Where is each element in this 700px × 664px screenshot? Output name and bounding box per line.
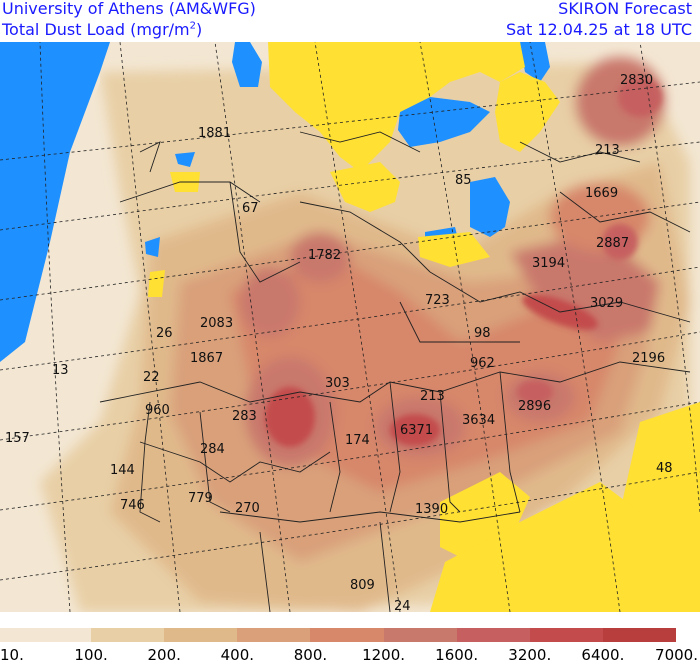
map-value-label: 1390 (415, 502, 448, 517)
country-borders (99, 131, 691, 612)
map-value-label: 213 (420, 389, 445, 404)
map-value-label: 24 (394, 599, 411, 612)
variable-suffix: ) (196, 20, 203, 39)
low-value-regions (148, 42, 700, 612)
legend-swatch (602, 628, 676, 642)
dust-peaks (265, 77, 662, 447)
map-value-label: 1669 (585, 186, 618, 201)
legend-label: 800. (293, 646, 328, 664)
legend-label: 10. (0, 646, 24, 664)
map-value-label: 1782 (308, 248, 341, 263)
black-sea (398, 97, 490, 147)
map-value-label: 2887 (596, 236, 629, 251)
map-value-label: 144 (110, 463, 135, 478)
map-value-label: 303 (325, 376, 350, 391)
legend-swatch (310, 628, 384, 642)
dust-load-map: 2830 1881 213 85 1669 67 2887 1782 3194 723 3029 26… (0, 42, 700, 612)
caspian-sea (520, 42, 550, 82)
map-value-label: 3634 (462, 413, 495, 428)
map-value-label: 67 (242, 201, 259, 216)
bay-of-biscay (175, 152, 195, 167)
legend-swatch (383, 628, 457, 642)
map-value-label: 284 (200, 442, 225, 457)
variable-exponent: 2 (189, 20, 196, 32)
legend-swatch (164, 628, 238, 642)
map-value-label: 779 (188, 491, 213, 506)
map-value-label: 48 (656, 461, 673, 476)
map-value-label: 1881 (198, 126, 231, 141)
variable-prefix: Total Dust Load (mgr/m (2, 20, 190, 39)
map-value-label: 746 (120, 498, 145, 513)
map-value-label: 1867 (190, 351, 223, 366)
map-value-label: 2083 (200, 316, 233, 331)
legend-swatch (91, 628, 165, 642)
map-value-label: 270 (235, 501, 260, 516)
map-value-label: 22 (143, 370, 160, 385)
map-value-label: 157 (5, 431, 30, 446)
map-value-label: 26 (156, 326, 173, 341)
legend-label: 1200. (362, 646, 406, 664)
product-title: SKIRON Forecast (558, 0, 692, 18)
legend-swatch (529, 628, 603, 642)
atlantic-ocean (0, 42, 110, 362)
legend-label: 100. (74, 646, 108, 664)
legend-swatch (237, 628, 311, 642)
institution-title: University of Athens (AM&WFG) (2, 0, 256, 18)
variable-title: Total Dust Load (mgr/m2) (2, 21, 202, 39)
valid-time: Sat 12.04.25 at 18 UTC (506, 20, 692, 39)
map-value-label: 13 (52, 363, 69, 378)
map-value-label: 98 (474, 326, 491, 341)
map-value-label: 3194 (532, 256, 565, 271)
map-value-label: 962 (470, 356, 495, 371)
map-value-label: 2896 (518, 399, 551, 414)
map-value-labels: 2830 1881 213 85 1669 67 2887 1782 3194 723 3029 26… (5, 73, 673, 612)
legend-label: 200. (147, 646, 181, 664)
legend-swatch (456, 628, 530, 642)
map-value-label: 3029 (590, 296, 623, 311)
legend-label: 1600. (435, 646, 479, 664)
map-value-label: 85 (455, 173, 472, 188)
legend-label: 400. (220, 646, 255, 664)
legend-label: 6400. (581, 646, 625, 664)
map-value-label: 6371 (400, 423, 433, 438)
map-value-label: 2830 (620, 73, 653, 88)
atlantic-inlet (145, 237, 160, 257)
legend-swatch (0, 628, 92, 642)
legend-label: 7000. (655, 646, 698, 664)
map-value-label: 213 (595, 143, 620, 158)
legend-label: 3200. (508, 646, 552, 664)
map-value-label: 2196 (632, 351, 665, 366)
map-value-label: 960 (145, 403, 170, 418)
map-value-label: 809 (350, 578, 375, 593)
legend-color-bar (0, 628, 700, 642)
map-value-label: 174 (345, 433, 370, 448)
north-sea (232, 42, 262, 87)
map-value-label: 283 (232, 409, 257, 424)
graticule (0, 42, 700, 612)
eastern-mediterranean (470, 177, 510, 237)
map-value-label: 723 (425, 293, 450, 308)
